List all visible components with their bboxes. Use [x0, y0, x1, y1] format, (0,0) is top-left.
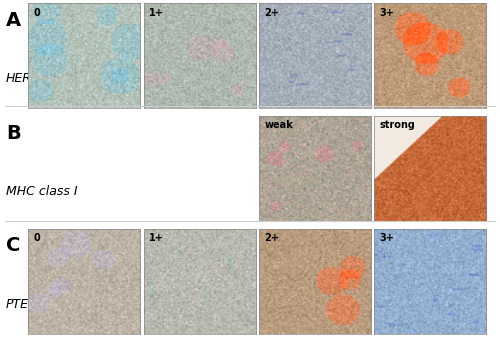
Text: B: B: [6, 124, 21, 143]
Text: A: A: [6, 11, 21, 30]
Text: 2+: 2+: [264, 233, 280, 243]
Text: 0: 0: [34, 7, 40, 18]
Text: PTEN: PTEN: [6, 298, 38, 311]
Text: 3+: 3+: [380, 233, 394, 243]
Text: weak: weak: [264, 120, 293, 130]
Text: strong: strong: [380, 120, 416, 130]
Text: 2+: 2+: [264, 7, 280, 18]
Text: MHC class I: MHC class I: [6, 185, 78, 198]
Text: C: C: [6, 237, 20, 255]
Text: 1+: 1+: [149, 233, 164, 243]
Text: 1+: 1+: [149, 7, 164, 18]
Text: 0: 0: [34, 233, 40, 243]
Text: 3+: 3+: [380, 7, 394, 18]
Text: HER2: HER2: [6, 72, 40, 85]
